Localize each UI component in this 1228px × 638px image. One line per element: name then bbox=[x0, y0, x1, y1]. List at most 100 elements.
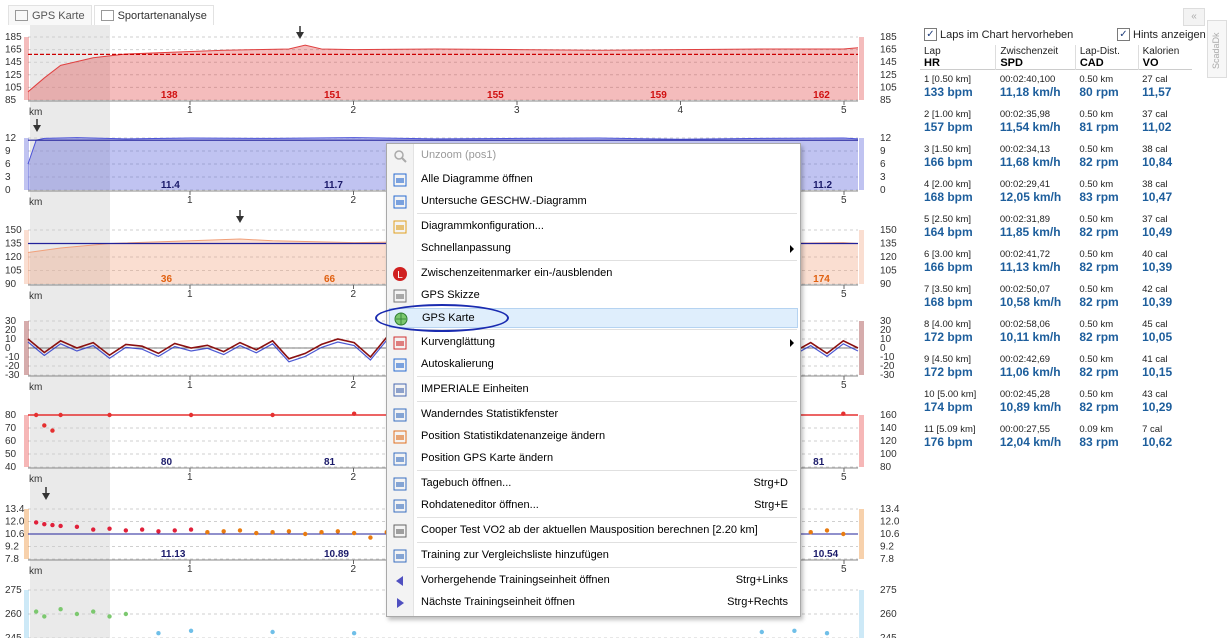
tab-sportartenanalyse[interactable]: Sportartenanalyse bbox=[93, 5, 214, 25]
col-header-dist[interactable]: Lap-Dist. CAD bbox=[1074, 45, 1139, 70]
y-tick-label: 105 bbox=[5, 266, 22, 277]
menu-item-untersuche-geschw-diagramm[interactable]: Untersuche GESCHW.-Diagramm bbox=[389, 192, 798, 212]
menu-item-vorhergehende-trainingseinheit-öffnen[interactable]: Vorhergehende Trainingseinheit öffnen Str… bbox=[389, 571, 798, 591]
data-label: 11.7 bbox=[324, 180, 343, 191]
data-point bbox=[237, 528, 243, 533]
x-axis-label: km bbox=[29, 197, 42, 208]
col-header-time[interactable]: Zwischenzeit SPD bbox=[995, 45, 1076, 70]
y-tick-label: 9 bbox=[880, 146, 886, 157]
table-row[interactable]: 5 [2.50 km] 164 bpm 00:02:31,89 11,85 km/h 0… bbox=[920, 210, 1192, 245]
menu-item-shortcut: Strg+D bbox=[753, 477, 788, 489]
table-cell: 6 [3.00 km] 166 bpm bbox=[924, 249, 973, 274]
data-label: 174 bbox=[813, 274, 830, 285]
table-row[interactable]: 9 [4.50 km] 172 bpm 00:02:42,69 11,06 km/h 0… bbox=[920, 350, 1192, 385]
menu-separator bbox=[417, 517, 797, 518]
magnifier-icon bbox=[392, 148, 408, 164]
table-row[interactable]: 3 [1.50 km] 166 bpm 00:02:34,13 11,68 km/h 0… bbox=[920, 140, 1192, 175]
table-row[interactable]: 7 [3.50 km] 168 bpm 00:02:50,07 10,58 km/h 0… bbox=[920, 280, 1192, 315]
menu-item-rohdateneditor-öffnen[interactable]: Rohdateneditor öffnen... Strg+E bbox=[389, 496, 798, 516]
y-tick-label: 70 bbox=[5, 423, 17, 434]
col-header-lap[interactable]: Lap HR bbox=[924, 46, 941, 69]
x-tick-label: 2 bbox=[351, 289, 357, 300]
table-cell: 37 cal 10,49 bbox=[1142, 214, 1173, 239]
menu-item-nächste-trainingseinheit-öffnen[interactable]: Nächste Trainingseinheit öffnen Strg+Rech… bbox=[389, 593, 798, 613]
table-row[interactable]: 6 [3.00 km] 166 bpm 00:02:41,72 11,13 km/h 0… bbox=[920, 245, 1192, 280]
data-point bbox=[335, 529, 341, 534]
panel-collapse-button[interactable]: « bbox=[1183, 8, 1205, 26]
x-tick-label: 5 bbox=[841, 195, 847, 206]
tab-label: Sportartenanalyse bbox=[117, 9, 207, 22]
lap-marker-icon: L bbox=[392, 266, 408, 282]
menu-item-position-gps-karte-ändern[interactable]: Position GPS Karte ändern bbox=[389, 449, 798, 469]
menu-item-imperiale-einheiten[interactable]: IMPERIALE Einheiten bbox=[389, 380, 798, 400]
scale-bar-left bbox=[24, 230, 29, 284]
menu-item-gps-skizze[interactable]: GPS Skizze bbox=[389, 286, 798, 306]
menu-item-label: Rohdateneditor öffnen... bbox=[421, 499, 539, 511]
menu-item-label: Tagebuch öffnen... bbox=[421, 477, 512, 489]
menu-item-wanderndes-statistikfenster[interactable]: Wanderndes Statistikfenster bbox=[389, 405, 798, 425]
col-header-cal[interactable]: Kalorien VO bbox=[1137, 45, 1192, 70]
y-tick-label: 0 bbox=[880, 185, 886, 196]
menu-item-alle-diagramme-öffnen[interactable]: Alle Diagramme öffnen bbox=[389, 170, 798, 190]
table-cell: 43 cal 10,29 bbox=[1142, 389, 1173, 414]
data-point bbox=[319, 530, 324, 535]
y-tick-label: 90 bbox=[880, 279, 892, 290]
table-row[interactable]: 1 [0.50 km] 133 bpm 00:02:40,100 11,18 km/h… bbox=[920, 70, 1192, 106]
submenu-arrow-icon bbox=[790, 245, 794, 253]
menu-separator bbox=[417, 470, 797, 471]
menu-item-training-zur-vergleichsliste-hinzufügen[interactable]: Training zur Vergleichsliste hinzufügen bbox=[389, 546, 798, 566]
diary-icon bbox=[392, 476, 408, 492]
data-point bbox=[42, 423, 47, 428]
data-point bbox=[58, 523, 63, 529]
menu-item-schnellanpassung[interactable]: Schnellanpassung bbox=[389, 239, 798, 259]
y-tick-label: 185 bbox=[5, 32, 22, 43]
menu-item-autoskalierung[interactable]: Autoskalierung bbox=[389, 355, 798, 375]
tab-gps-karte[interactable]: GPS Karte bbox=[8, 5, 92, 25]
menu-separator bbox=[417, 213, 797, 214]
menu-item-zwischenzeitenmarker-ein-ausblenden[interactable]: L Zwischenzeitenmarker ein-/ausblenden bbox=[389, 264, 798, 284]
table-row[interactable]: 8 [4.00 km] 172 bpm 00:02:58,06 10,11 km/h 0… bbox=[920, 315, 1192, 350]
data-label: 162 bbox=[813, 90, 830, 101]
menu-item-label: Training zur Vergleichsliste hinzufügen bbox=[421, 549, 609, 561]
menu-item-tagebuch-öffnen[interactable]: Tagebuch öffnen... Strg+D bbox=[389, 474, 798, 494]
data-label: 81 bbox=[324, 457, 336, 468]
laps-highlight-checkbox[interactable]: ✓ Laps im Chart hervorheben bbox=[924, 28, 1073, 41]
table-row[interactable]: 11 [5.09 km] 176 bpm 00:00:27,55 12,04 km/h… bbox=[920, 420, 1192, 455]
table-row[interactable]: 4 [2.00 km] 168 bpm 00:02:29,41 12,05 km/h 0… bbox=[920, 175, 1192, 210]
side-tab[interactable]: ScadaDk bbox=[1207, 20, 1227, 78]
menu-item-label: Untersuche GESCHW.-Diagramm bbox=[421, 195, 587, 207]
y-tick-label: -10 bbox=[880, 352, 895, 363]
checkbox-box[interactable]: ✓ bbox=[1117, 28, 1130, 41]
table-cell: 7 cal 10,62 bbox=[1142, 424, 1173, 449]
menu-item-kurvenglättung[interactable]: Kurvenglättung bbox=[389, 333, 798, 353]
menu-item-position-statistikdatenanzeige-ändern[interactable]: Position Statistikdatenanzeige ändern bbox=[389, 427, 798, 447]
y-tick-label: -30 bbox=[880, 370, 895, 381]
table-cell: 00:02:29,41 12,05 km/h bbox=[999, 179, 1062, 204]
y-tick-label: 120 bbox=[880, 252, 897, 263]
y-tick-label: 125 bbox=[5, 70, 22, 81]
x-tick-label: 1 bbox=[187, 380, 193, 391]
data-point bbox=[841, 531, 846, 537]
table-cell: 9 [4.50 km] 172 bpm bbox=[924, 354, 973, 379]
data-point bbox=[303, 531, 308, 537]
menu-item-diagrammkonfiguration[interactable]: Diagrammkonfiguration... bbox=[389, 217, 798, 237]
data-label: 11.2 bbox=[813, 180, 832, 191]
y-tick-label: 12.0 bbox=[5, 517, 25, 528]
scale-bar-right bbox=[859, 230, 864, 284]
data-point bbox=[58, 607, 63, 612]
y-tick-label: 0 bbox=[5, 185, 11, 196]
table-cell: 11 [5.09 km] 176 bpm bbox=[924, 424, 976, 449]
y-tick-label: 30 bbox=[880, 316, 892, 327]
hints-checkbox[interactable]: ✓ Hints anzeigen bbox=[1117, 28, 1206, 41]
table-row[interactable]: 10 [5.00 km] 174 bpm 00:02:45,28 10,89 km/h… bbox=[920, 385, 1192, 420]
table-cell: 0.50 km 80 rpm bbox=[1079, 74, 1119, 99]
table-row[interactable]: 2 [1.00 km] 157 bpm 00:02:35,98 11,54 km/h 0… bbox=[920, 105, 1192, 140]
menu-item-cooper-test-vo2-ab-der-aktuellen-mauspos[interactable]: Cooper Test VO2 ab der aktuellen Mauspos… bbox=[389, 521, 798, 541]
scale-bar-right bbox=[859, 37, 864, 100]
menu-item-label: Zwischenzeitenmarker ein-/ausblenden bbox=[421, 267, 613, 279]
data-point bbox=[58, 412, 63, 418]
calculator-icon bbox=[392, 523, 408, 539]
y-tick-label: 140 bbox=[880, 423, 897, 434]
marker-arrow-icon bbox=[236, 216, 244, 223]
checkbox-box[interactable]: ✓ bbox=[924, 28, 937, 41]
